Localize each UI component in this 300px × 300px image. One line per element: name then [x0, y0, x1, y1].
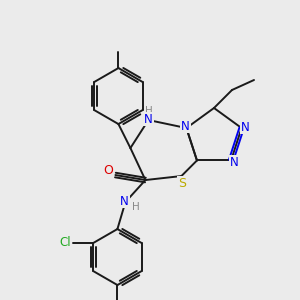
Text: Cl: Cl: [59, 236, 71, 248]
Text: N: N: [181, 119, 190, 133]
Text: N: N: [120, 194, 129, 208]
Text: H: H: [131, 202, 139, 212]
Text: N: N: [144, 112, 153, 125]
Text: O: O: [103, 164, 113, 176]
Text: N: N: [241, 121, 250, 134]
Text: S: S: [178, 176, 186, 190]
Text: N: N: [230, 156, 239, 169]
Text: H: H: [145, 106, 152, 116]
